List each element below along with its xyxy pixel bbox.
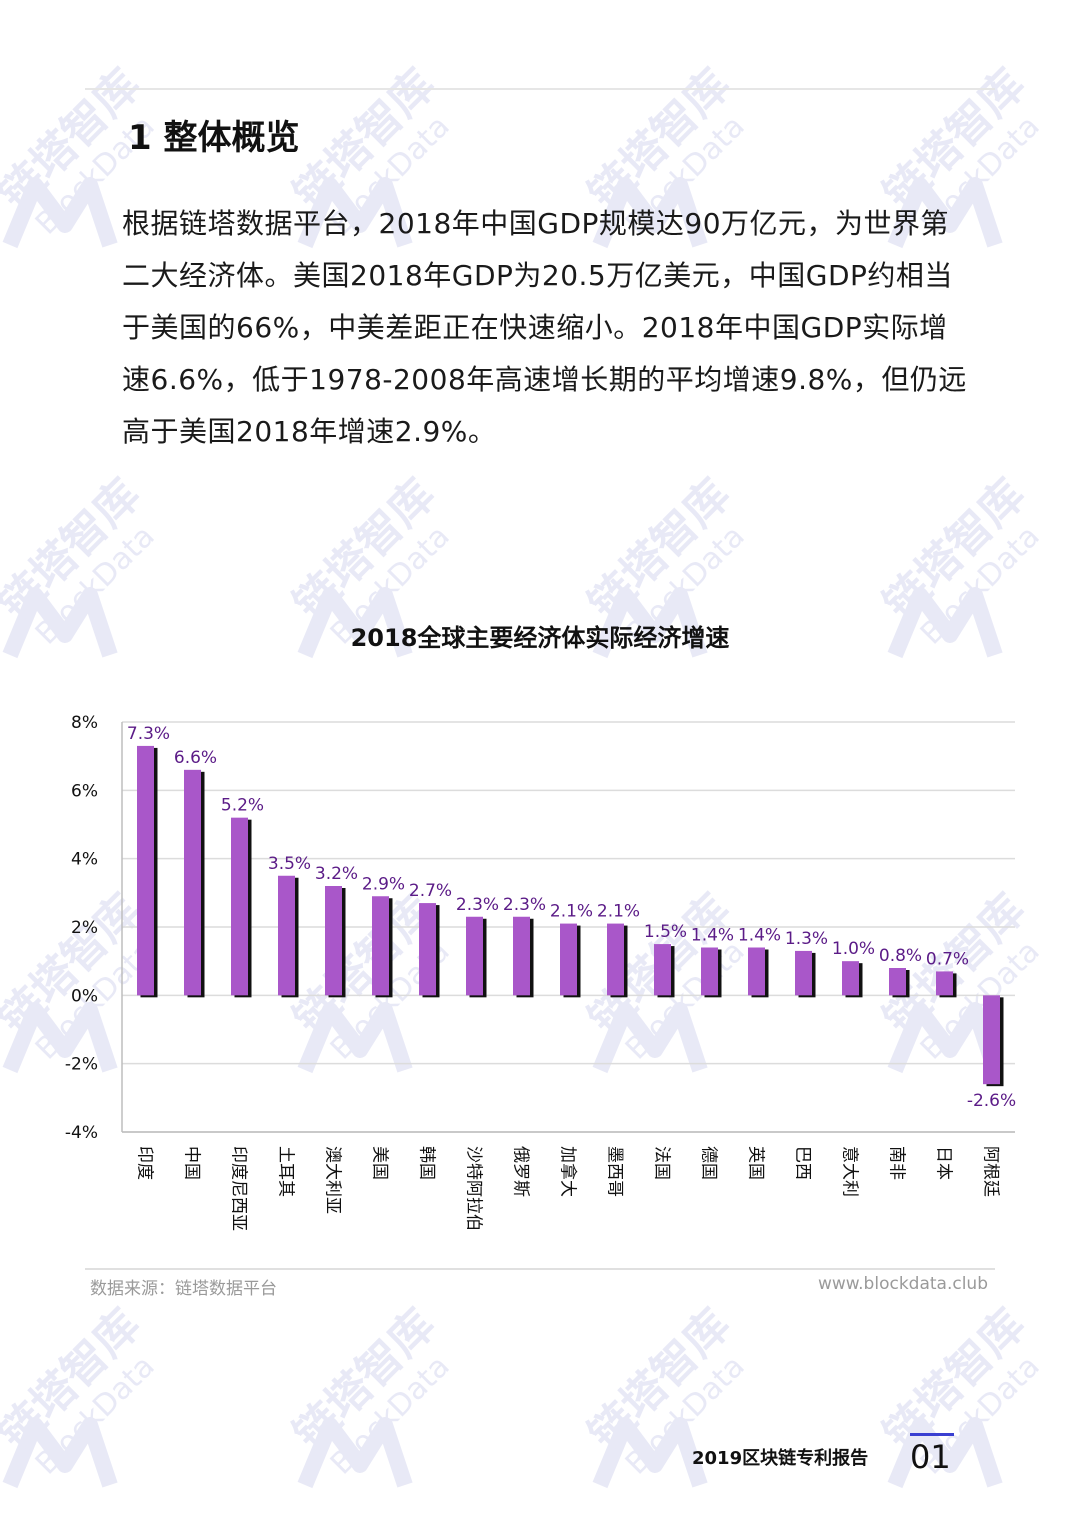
data-label: 1.0% bbox=[832, 939, 875, 959]
y-tick-label: 0% bbox=[71, 986, 98, 1006]
data-label: 3.2% bbox=[315, 864, 358, 884]
data-label: 5.2% bbox=[221, 796, 264, 816]
watermark-logo-icon bbox=[2, 1417, 118, 1489]
data-source: 数据来源：链塔数据平台 bbox=[90, 1279, 277, 1299]
x-category-label: 澳大利亚 bbox=[323, 1146, 343, 1214]
data-label: 2.9% bbox=[362, 874, 405, 894]
intro-paragraph: 根据链塔数据平台，2018年中国GDP规模达90万亿元，为世界第二大经济体。美国… bbox=[122, 207, 967, 448]
x-category-label: 俄罗斯 bbox=[511, 1146, 531, 1197]
bar-美国 bbox=[372, 896, 389, 996]
bar-英国 bbox=[748, 947, 765, 996]
growth-bar-chart: 8% 6% 4% 2% 0% -2% -4% 7.3% 印度 6.6% 中国 5.2% 印度尼西亚 3.5… bbox=[65, 713, 1016, 1231]
x-category-label: 德国 bbox=[699, 1146, 719, 1180]
bar-澳大利亚 bbox=[325, 886, 342, 996]
data-label: 1.5% bbox=[644, 922, 687, 942]
watermark-logo-icon bbox=[2, 177, 118, 249]
data-label: 0.8% bbox=[879, 946, 922, 966]
x-category-label: 阿根廷 bbox=[981, 1146, 1001, 1197]
watermark-logo-icon bbox=[297, 1417, 413, 1489]
chart-title: 2018全球主要经济体实际经济增速 bbox=[350, 624, 730, 652]
bar-阿根廷 bbox=[983, 995, 1000, 1085]
y-tick-label: 6% bbox=[71, 781, 98, 801]
data-label: 6.6% bbox=[174, 748, 217, 768]
data-label: 7.3% bbox=[127, 724, 170, 744]
data-label: 1.3% bbox=[785, 929, 828, 949]
bar-巴西 bbox=[795, 950, 812, 996]
watermark-brand-cn: 链塔智库 bbox=[874, 59, 1035, 220]
watermark-brand-cn: 链塔智库 bbox=[284, 59, 445, 220]
x-category-label: 印度尼西亚 bbox=[229, 1146, 249, 1231]
watermark-brand-cn: 链塔智库 bbox=[284, 1299, 445, 1460]
y-tick-label: -2% bbox=[65, 1055, 98, 1075]
y-tick-label: 8% bbox=[71, 713, 98, 733]
x-category-label: 南非 bbox=[887, 1146, 907, 1180]
data-label: 2.1% bbox=[550, 902, 593, 922]
watermark-brand-en: BlockData bbox=[324, 1349, 457, 1482]
data-label: 3.5% bbox=[268, 854, 311, 874]
bar-南非 bbox=[889, 968, 906, 996]
x-category-label: 土耳其 bbox=[276, 1146, 296, 1197]
watermark-brand-cn: 链塔智库 bbox=[284, 469, 445, 630]
bar-沙特阿拉伯 bbox=[466, 916, 483, 996]
watermark-brand-cn: 链塔智库 bbox=[0, 1299, 150, 1460]
bar-中国 bbox=[184, 769, 201, 996]
top-divider bbox=[85, 88, 995, 90]
y-tick-label: 4% bbox=[71, 850, 98, 870]
data-label: 0.7% bbox=[926, 949, 969, 969]
bar-德国 bbox=[701, 947, 718, 996]
bar-日本 bbox=[936, 971, 953, 996]
data-label: -2.6% bbox=[967, 1091, 1016, 1111]
bar-印度 bbox=[137, 745, 154, 996]
watermark-brand-cn: 链塔智库 bbox=[874, 469, 1035, 630]
x-category-label: 法国 bbox=[652, 1146, 672, 1180]
bar-韩国 bbox=[419, 903, 436, 996]
bar-加拿大 bbox=[560, 923, 577, 996]
watermark-brand-cn: 链塔智库 bbox=[579, 469, 740, 630]
watermark-brand-cn: 链塔智库 bbox=[579, 1299, 740, 1460]
bottom-divider bbox=[85, 1268, 995, 1270]
bar-法国 bbox=[654, 944, 671, 996]
watermark-logo-icon bbox=[592, 1417, 708, 1489]
data-label: 2.3% bbox=[503, 895, 546, 915]
x-category-label: 加拿大 bbox=[558, 1146, 579, 1197]
bar-印度尼西亚 bbox=[231, 817, 248, 996]
website-link[interactable]: www.blockdata.club bbox=[818, 1274, 988, 1294]
data-label: 2.3% bbox=[456, 895, 499, 915]
x-category-label: 巴西 bbox=[793, 1146, 813, 1180]
x-category-label: 韩国 bbox=[417, 1146, 437, 1180]
x-category-label: 印度 bbox=[135, 1146, 155, 1180]
page-number-accent bbox=[910, 1433, 954, 1436]
watermark-brand-cn: 链塔智库 bbox=[0, 469, 150, 630]
bar-俄罗斯 bbox=[513, 916, 530, 996]
y-tick-label: 2% bbox=[71, 918, 98, 938]
data-label: 1.4% bbox=[691, 926, 734, 946]
section-title: 1 整体概览 bbox=[128, 118, 300, 158]
x-category-label: 意大利 bbox=[840, 1146, 860, 1197]
x-category-label: 英国 bbox=[746, 1146, 766, 1180]
x-category-label: 美国 bbox=[370, 1146, 390, 1180]
x-category-label: 日本 bbox=[934, 1146, 954, 1180]
x-category-label: 中国 bbox=[182, 1146, 202, 1180]
watermark-brand-en: BlockData bbox=[29, 1349, 162, 1482]
watermark-brand-cn: 链塔智库 bbox=[874, 1299, 1035, 1460]
data-label: 1.4% bbox=[738, 926, 781, 946]
data-label: 2.1% bbox=[597, 902, 640, 922]
page-number: 01 bbox=[910, 1438, 951, 1476]
watermark-brand-cn: 链塔智库 bbox=[579, 59, 740, 220]
bar-意大利 bbox=[842, 961, 859, 996]
bar-土耳其 bbox=[278, 875, 295, 996]
data-label: 2.7% bbox=[409, 881, 452, 901]
x-category-label: 墨西哥 bbox=[605, 1146, 625, 1197]
x-category-label: 沙特阿拉伯 bbox=[464, 1146, 484, 1231]
report-title: 2019区块链专利报告 bbox=[692, 1448, 869, 1469]
bar-墨西哥 bbox=[607, 923, 624, 996]
y-tick-label: -4% bbox=[65, 1123, 98, 1143]
